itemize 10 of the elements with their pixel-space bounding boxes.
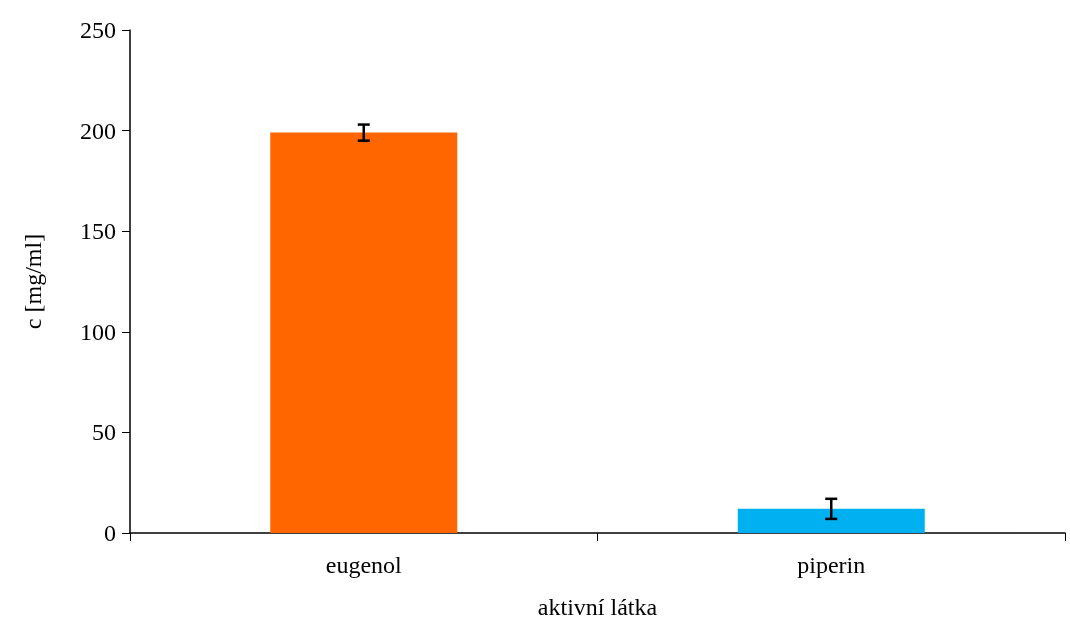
y-axis-title: c [mg/ml] <box>20 233 46 330</box>
y-tick-label: 150 <box>80 218 116 245</box>
y-tick-label: 200 <box>80 117 116 144</box>
y-tick-label: 100 <box>80 318 116 345</box>
x-tick-label: eugenol <box>325 552 403 578</box>
x-axis-title: aktivní látka <box>537 594 658 620</box>
y-tick-label: 50 <box>92 419 116 446</box>
y-tick-label: 0 <box>104 520 116 546</box>
x-tick-label: piperin <box>797 552 866 578</box>
y-tick-label: 250 <box>80 17 116 43</box>
